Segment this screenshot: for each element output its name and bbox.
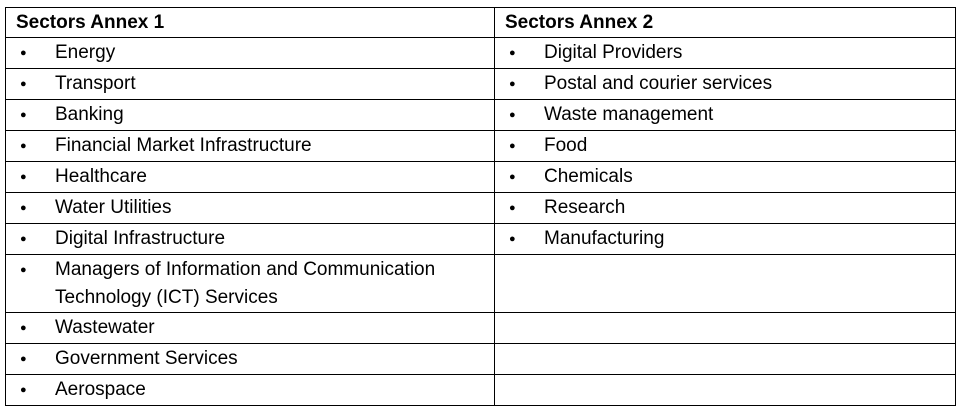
- item-text: Waste management: [544, 104, 714, 125]
- list-item: ● Food: [501, 132, 949, 160]
- table-row: ● Energy ● Digital Providers: [5, 37, 956, 69]
- list-item: ● Healthcare: [12, 163, 488, 191]
- bullet: ●: [20, 47, 27, 59]
- list-item: ● Managers of Information and Communicati…: [12, 256, 488, 312]
- table-cell: [494, 254, 956, 313]
- item-text: Government Services: [55, 348, 238, 369]
- bullet: ●: [20, 263, 27, 276]
- table-cell: ● Energy: [5, 37, 495, 69]
- list-item: ● Government Services: [12, 345, 488, 373]
- table-cell: ● Chemicals: [494, 161, 956, 193]
- table-cell: [494, 312, 956, 344]
- bullet: ●: [509, 202, 516, 214]
- bullet: ●: [20, 353, 27, 365]
- bullet: ●: [509, 233, 516, 245]
- list-item: ● Water Utilities: [12, 194, 488, 222]
- table-cell: ● Waste management: [494, 99, 956, 131]
- table-cell: ● Food: [494, 130, 956, 162]
- table-cell: ● Healthcare: [5, 161, 495, 193]
- bullet: ●: [20, 322, 27, 334]
- list-item: ● Research: [501, 194, 949, 222]
- item-text: Digital Infrastructure: [55, 228, 226, 249]
- item-text: Energy: [55, 42, 116, 63]
- table-row: ● Aerospace: [5, 374, 956, 406]
- list-item: ● Aerospace: [12, 376, 488, 404]
- table-row: ● Transport ● Postal and courier services: [5, 68, 956, 100]
- list-item: ● Digital Providers: [501, 39, 949, 67]
- list-item: ● Transport: [12, 70, 488, 98]
- table-cell: ● Postal and courier services: [494, 68, 956, 100]
- table-row: ● Water Utilities ● Research: [5, 192, 956, 224]
- table-row: ● Banking ● Waste management: [5, 99, 956, 131]
- table-cell: ● Financial Market Infrastructure: [5, 130, 495, 162]
- bullet: ●: [509, 171, 516, 183]
- bullet: ●: [509, 78, 516, 90]
- item-text: Manufacturing: [544, 228, 665, 249]
- item-text: Managers of Information and Communicatio…: [55, 258, 436, 308]
- table-cell: ● Banking: [5, 99, 495, 131]
- item-text: Chemicals: [544, 166, 633, 187]
- item-text: Postal and courier services: [544, 73, 773, 94]
- header-row: Sectors Annex 1 Sectors Annex 2: [5, 7, 956, 38]
- bullet: ●: [20, 202, 27, 214]
- header-cell: Sectors Annex 1: [5, 7, 495, 38]
- table-row: ● Financial Market Infrastructure ● Food: [5, 130, 956, 162]
- table-cell: ● Wastewater: [5, 312, 495, 344]
- header-cell: Sectors Annex 2: [494, 7, 956, 38]
- item-text: Healthcare: [55, 166, 147, 187]
- item-text: Research: [544, 197, 626, 218]
- list-item: ● Digital Infrastructure: [12, 225, 488, 253]
- item-text: Banking: [55, 104, 124, 125]
- table-cell: ● Water Utilities: [5, 192, 495, 224]
- table-cell: ● Manufacturing: [494, 223, 956, 255]
- table-row: ● Managers of Information and Communicati…: [5, 254, 956, 313]
- table-row: ● Government Services: [5, 343, 956, 375]
- bullet: ●: [20, 78, 27, 90]
- list-item: ● Waste management: [501, 101, 949, 129]
- item-text: Digital Providers: [544, 42, 683, 63]
- bullet: ●: [20, 233, 27, 245]
- table-body: ● Energy ● Digital Providers ● Transport ● Post…: [5, 37, 956, 406]
- item-text: Financial Market Infrastructure: [55, 135, 312, 156]
- bullet: ●: [20, 171, 27, 183]
- item-text: Transport: [55, 73, 136, 94]
- table-row: ● Wastewater: [5, 312, 956, 344]
- list-item: ● Banking: [12, 101, 488, 129]
- bullet: ●: [20, 109, 27, 121]
- bullet: ●: [509, 109, 516, 121]
- table-cell: ● Digital Providers: [494, 37, 956, 69]
- bullet: ●: [20, 140, 27, 152]
- table-cell: ● Transport: [5, 68, 495, 100]
- bullet: ●: [20, 384, 27, 396]
- table-row: ● Digital Infrastructure ● Manufacturing: [5, 223, 956, 255]
- table-cell: ● Digital Infrastructure: [5, 223, 495, 255]
- table-cell: ● Managers of Information and Communicati…: [5, 254, 495, 313]
- table-row: ● Healthcare ● Chemicals: [5, 161, 956, 193]
- item-text: Water Utilities: [55, 197, 172, 218]
- table-cell: ● Government Services: [5, 343, 495, 375]
- item-text: Aerospace: [55, 379, 146, 400]
- table-cell: ● Aerospace: [5, 374, 495, 406]
- list-item: ● Postal and courier services: [501, 70, 949, 98]
- list-item: ● Financial Market Infrastructure: [12, 132, 488, 160]
- list-item: ● Wastewater: [12, 314, 488, 342]
- table-cell: [494, 343, 956, 375]
- bullet: ●: [509, 47, 516, 59]
- item-text: Wastewater: [55, 317, 155, 338]
- list-item: ● Chemicals: [501, 163, 949, 191]
- item-text: Food: [544, 135, 588, 156]
- bullet: ●: [509, 140, 516, 152]
- sectors-table: Sectors Annex 1 Sectors Annex 2 ● Energy ●…: [5, 7, 956, 406]
- list-item: ● Manufacturing: [501, 225, 949, 253]
- table-cell: [494, 374, 956, 406]
- table-cell: ● Research: [494, 192, 956, 224]
- list-item: ● Energy: [12, 39, 488, 67]
